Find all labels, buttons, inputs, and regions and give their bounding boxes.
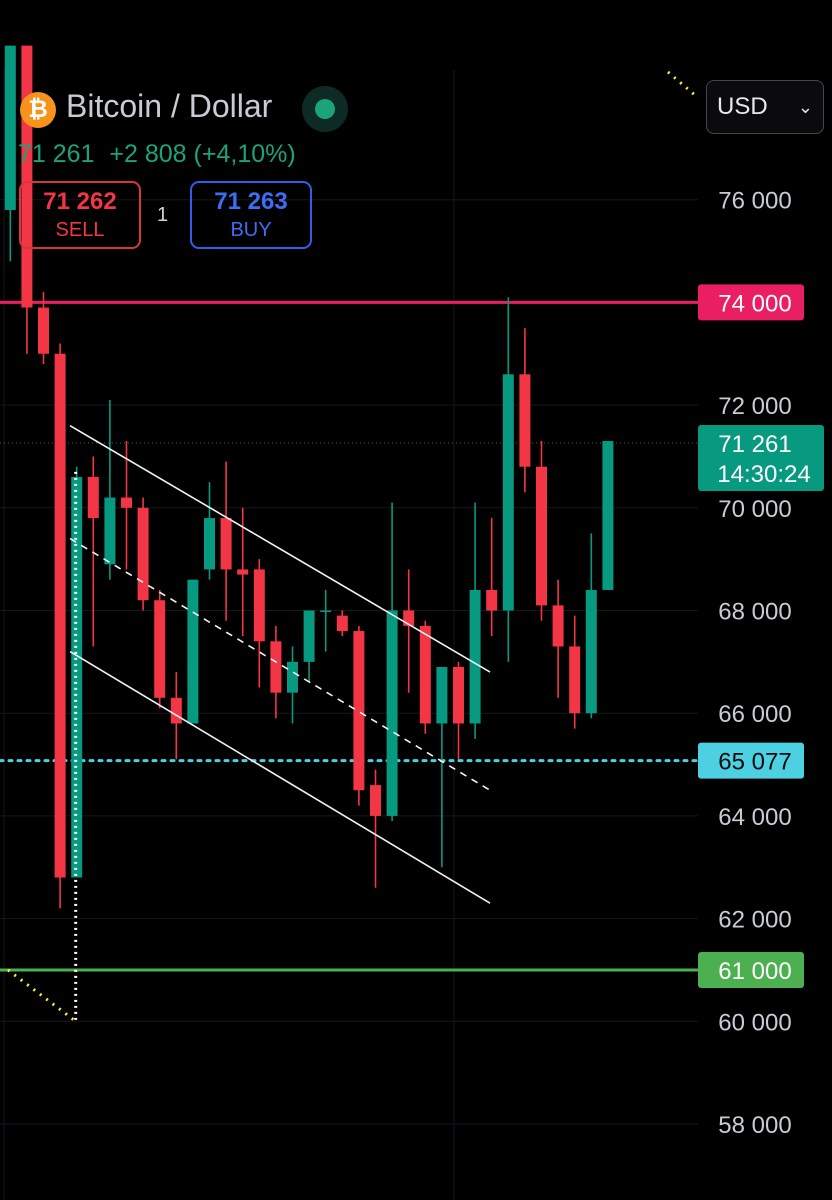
channel-drawings — [7, 70, 697, 1023]
buy-label: BUY — [230, 219, 272, 241]
candle-body — [370, 785, 381, 816]
candle-body — [303, 610, 315, 662]
candle-body — [287, 661, 298, 693]
candle-body — [353, 631, 365, 791]
price-change-percent: (+4,10%) — [193, 140, 296, 168]
channel-line — [69, 650, 491, 904]
candle-body — [270, 641, 282, 693]
candle-body — [204, 518, 215, 570]
currency-value: USD — [717, 93, 768, 120]
candle-body — [137, 507, 149, 601]
candle-body — [403, 610, 415, 626]
axis-tick-label: 58 000 — [718, 1112, 791, 1139]
price-level-label: 74 000 — [718, 290, 791, 317]
candle-body — [336, 615, 348, 632]
price-level-label-bg — [698, 284, 804, 321]
candle-body — [469, 589, 481, 724]
candle-body — [170, 697, 182, 724]
price-level-label-bg — [698, 951, 804, 988]
candle-body — [386, 610, 398, 816]
sell-button[interactable]: 71 262 SELL — [19, 181, 141, 249]
price-level-label-bg — [698, 742, 804, 779]
market-status-icon[interactable] — [302, 86, 348, 132]
candle-body — [519, 374, 531, 467]
candle-body — [87, 476, 99, 519]
trade-quantity[interactable]: 1 — [157, 204, 169, 226]
candle-body — [602, 441, 614, 590]
candle-body — [220, 518, 232, 570]
last-price: 71 261 — [18, 140, 95, 168]
axis-tick-label: 64 000 — [718, 804, 791, 831]
candle-body — [453, 666, 464, 724]
candle-body — [104, 497, 116, 565]
candle-body — [419, 625, 431, 724]
price-change-line: 71 261 +2 808 (+4,10%) — [18, 140, 296, 169]
channel-midline — [69, 537, 491, 791]
candle-body — [569, 646, 581, 714]
currency-select[interactable]: USD ⌄ — [706, 80, 824, 134]
current-price-label: 71 261 — [718, 431, 791, 458]
bitcoin-logo-icon: ₿ — [20, 92, 56, 128]
price-axis: 58 000 60 000 62 000 64 000 66 000 68 000 70 0… — [698, 188, 824, 1139]
chevron-down-icon: ⌄ — [797, 97, 813, 117]
candle-body — [502, 374, 514, 611]
symbol-title[interactable]: Bitcoin / Dollar — [66, 88, 273, 124]
trend-stub-line — [667, 70, 697, 98]
axis-tick-label: 66 000 — [718, 701, 791, 728]
candle-body — [21, 45, 33, 308]
axis-tick-label: 68 000 — [718, 599, 791, 626]
candle-body — [4, 45, 16, 210]
candle-body — [486, 589, 498, 611]
bar-countdown-label: 14:30:24 — [717, 461, 810, 488]
candle-body — [585, 589, 597, 714]
buy-button[interactable]: 71 263 BUY — [190, 181, 312, 249]
horizontal-levels — [0, 300, 700, 972]
axis-tick-label: 70 000 — [718, 496, 791, 523]
candle-body — [536, 466, 547, 606]
candle-body — [552, 605, 564, 647]
buy-price: 71 263 — [214, 188, 288, 215]
axis-tick-label: 72 000 — [718, 393, 791, 420]
axis-tick-label: 76 000 — [718, 188, 791, 215]
candle-body — [436, 666, 448, 724]
candle-body — [38, 307, 49, 354]
candle-body — [154, 600, 166, 698]
candle-body — [187, 579, 199, 724]
candle-body — [253, 569, 265, 642]
axis-tick-label: 60 000 — [718, 1009, 791, 1036]
axis-tick-label: 62 000 — [718, 907, 791, 934]
sell-label: SELL — [55, 219, 105, 241]
candles — [4, 45, 614, 909]
candle-body — [320, 610, 332, 612]
price-level-label: 61 000 — [718, 958, 791, 985]
candle-body — [121, 497, 132, 508]
channel-line — [69, 424, 491, 673]
sell-price: 71 262 — [43, 188, 117, 215]
price-level-label: 65 077 — [718, 749, 791, 776]
price-change: +2 808 — [109, 140, 187, 168]
trend-stub-line — [7, 968, 77, 1023]
current-price-label-bg — [698, 425, 824, 492]
candle-body — [237, 569, 249, 575]
candle-body — [54, 353, 66, 878]
